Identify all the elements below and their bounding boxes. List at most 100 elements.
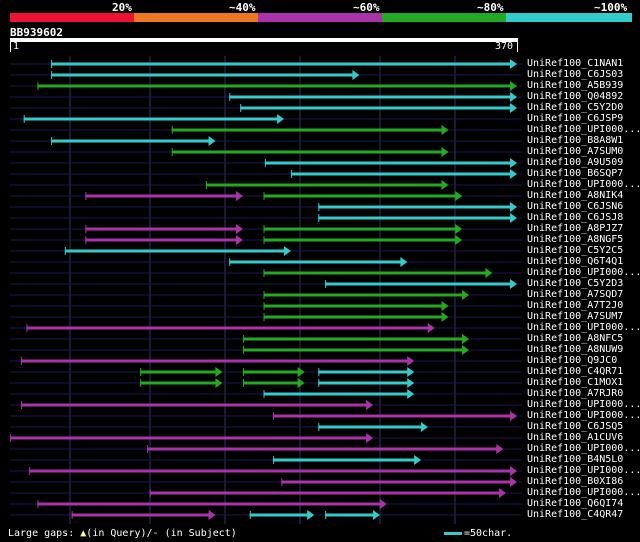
hsp-segment[interactable] [37, 84, 512, 88]
hsp-segment[interactable] [318, 205, 511, 209]
hsp-segment[interactable] [147, 447, 498, 451]
hsp-segment[interactable] [325, 513, 374, 517]
hsp-segment[interactable] [290, 172, 511, 176]
hit-label[interactable]: UniRef100_C5Y2C5 [527, 245, 624, 256]
hit-label[interactable]: UniRef100_A8NGF5 [527, 234, 624, 245]
hsp-segment[interactable] [281, 480, 511, 484]
hsp-segment[interactable] [263, 304, 443, 308]
hsp-segment[interactable] [263, 271, 487, 275]
hit-label[interactable]: UniRef100_UPI000... [527, 399, 640, 410]
hit-label[interactable]: UniRef100_Q04892 [527, 91, 624, 102]
hsp-segment[interactable] [273, 414, 511, 418]
hsp-segment[interactable] [229, 260, 402, 264]
hit-label[interactable]: UniRef100_A7SUM7 [527, 311, 624, 322]
hit-row [10, 301, 522, 311]
hsp-segment[interactable] [240, 106, 512, 110]
hit-label[interactable]: UniRef100_C6JSJ8 [527, 212, 624, 223]
hsp-segment[interactable] [273, 458, 416, 462]
hsp-segment[interactable] [26, 326, 429, 330]
hsp-segment[interactable] [263, 227, 457, 231]
hit-label[interactable]: UniRef100_UPI000... [527, 487, 640, 498]
hsp-segment[interactable] [10, 436, 368, 440]
legend-pct-2: ~40% [229, 1, 256, 14]
hsp-segment[interactable] [85, 194, 237, 198]
hsp-segment[interactable] [318, 425, 422, 429]
hsp-segment[interactable] [263, 315, 443, 319]
hit-label[interactable]: UniRef100_B6SQP7 [527, 168, 624, 179]
hit-label[interactable]: UniRef100_C6JS03 [527, 69, 624, 80]
hit-label[interactable]: UniRef100_Q9JC0 [527, 355, 618, 366]
hit-label[interactable]: UniRef100_A5B939 [527, 80, 624, 91]
hsp-segment[interactable] [318, 216, 511, 220]
hsp-start-tick [140, 379, 142, 387]
hsp-segment[interactable] [51, 62, 512, 66]
hsp-segment[interactable] [149, 491, 501, 495]
hit-label[interactable]: UniRef100_UPI000... [527, 443, 640, 454]
hit-label[interactable]: UniRef100_A1CUV6 [527, 432, 624, 443]
hsp-segment[interactable] [229, 95, 512, 99]
hsp-segment[interactable] [23, 117, 279, 121]
hit-label[interactable]: UniRef100_UPI000... [527, 124, 640, 135]
hit-label[interactable]: UniRef100_B4N5L0 [527, 454, 624, 465]
hit-row [10, 312, 522, 322]
hit-label[interactable]: UniRef100_C1NAN1 [527, 58, 624, 69]
hit-row [10, 334, 522, 344]
hit-label[interactable]: UniRef100_C4QR71 [527, 366, 624, 377]
hit-row [10, 103, 522, 113]
hsp-segment[interactable] [263, 238, 457, 242]
hsp-segment[interactable] [51, 139, 210, 143]
hit-label[interactable]: UniRef100_A9U509 [527, 157, 624, 168]
hsp-segment[interactable] [325, 282, 511, 286]
hsp-segment[interactable] [37, 502, 381, 506]
hsp-segment[interactable] [20, 359, 409, 363]
hit-label[interactable]: UniRef100_A7SUM0 [527, 146, 624, 157]
hsp-segment[interactable] [242, 348, 464, 352]
hsp-segment[interactable] [171, 150, 443, 154]
hit-label[interactable]: UniRef100_B0XI86 [527, 476, 624, 487]
hit-label[interactable]: UniRef100_C1MOX1 [527, 377, 624, 388]
hsp-segment[interactable] [64, 249, 285, 253]
hsp-segment[interactable] [140, 370, 217, 374]
hit-label[interactable]: UniRef100_A7SQD7 [527, 289, 624, 300]
hsp-segment[interactable] [263, 392, 409, 396]
hsp-start-tick [149, 489, 151, 497]
hsp-segment[interactable] [249, 513, 309, 517]
hit-label[interactable]: UniRef100_C5Y2D0 [527, 102, 624, 113]
hit-label[interactable]: UniRef100_UPI000... [527, 179, 640, 190]
hsp-segment[interactable] [318, 370, 409, 374]
hit-label[interactable]: UniRef100_Q6QI74 [527, 498, 624, 509]
hsp-segment[interactable] [29, 469, 512, 473]
hit-label[interactable]: UniRef100_C6JSQ5 [527, 421, 624, 432]
hsp-segment[interactable] [264, 161, 511, 165]
hsp-segment[interactable] [140, 381, 217, 385]
hsp-segment[interactable] [318, 381, 409, 385]
hsp-segment[interactable] [51, 73, 354, 77]
hsp-segment[interactable] [85, 227, 237, 231]
hsp-segment[interactable] [263, 194, 457, 198]
hit-label[interactable]: UniRef100_UPI000... [527, 267, 640, 278]
hsp-segment[interactable] [205, 183, 443, 187]
hsp-segment[interactable] [242, 337, 464, 341]
hit-label[interactable]: UniRef100_A8NIK4 [527, 190, 624, 201]
hit-label[interactable]: UniRef100_UPI000... [527, 410, 640, 421]
hit-label[interactable]: UniRef100_C5Y2D3 [527, 278, 624, 289]
hsp-segment[interactable] [242, 370, 299, 374]
hit-label[interactable]: UniRef100_A8PJZ7 [527, 223, 624, 234]
hit-label[interactable]: UniRef100_A7RJR0 [527, 388, 624, 399]
hit-label[interactable]: UniRef100_B8A8W1 [527, 135, 624, 146]
hsp-segment[interactable] [171, 128, 443, 132]
hit-label[interactable]: UniRef100_A8NFC5 [527, 333, 624, 344]
hsp-segment[interactable] [71, 513, 210, 517]
hsp-segment[interactable] [20, 403, 368, 407]
hit-label[interactable]: UniRef100_A8NUW9 [527, 344, 624, 355]
hit-label[interactable]: UniRef100_UPI000... [527, 465, 640, 476]
hit-label[interactable]: UniRef100_C6JSN6 [527, 201, 624, 212]
hit-label[interactable]: UniRef100_UPI000... [527, 322, 640, 333]
hsp-segment[interactable] [263, 293, 464, 297]
hsp-segment[interactable] [85, 238, 237, 242]
hit-label[interactable]: UniRef100_C6JSP9 [527, 113, 624, 124]
hit-label[interactable]: UniRef100_Q6T4Q1 [527, 256, 624, 267]
hsp-segment[interactable] [242, 381, 299, 385]
hit-label[interactable]: UniRef100_A7T2J0 [527, 300, 624, 311]
hit-label[interactable]: UniRef100_C4QR47 [527, 509, 624, 520]
